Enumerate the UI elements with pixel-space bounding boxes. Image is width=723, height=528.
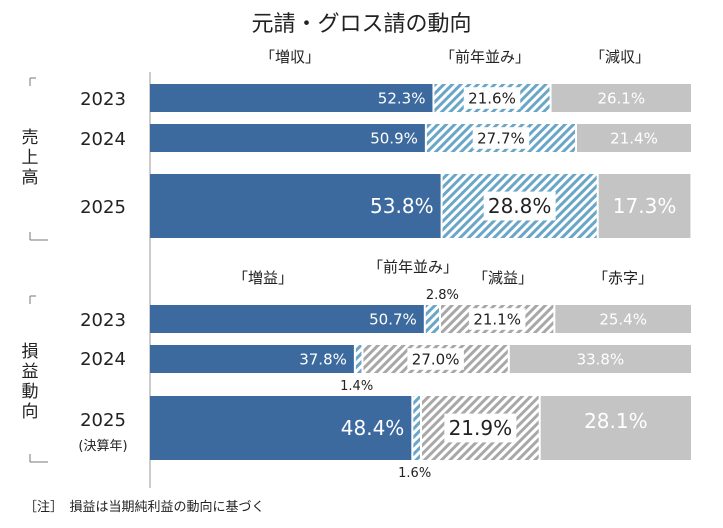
bar-0-2023-0 (150, 84, 433, 112)
bar-1-2025-0 (150, 396, 412, 460)
category-label-損益動向-2024: 2024 (80, 349, 126, 370)
category-label-損益動向-2025: 2025 (80, 410, 126, 431)
data-label-1-2024-1: 1.4% (340, 379, 373, 394)
series-name-0-1: 「前年並み」 (440, 48, 530, 66)
data-label-0-2023-0: 52.3% (378, 89, 426, 107)
data-label-0-2025-0: 53.8% (370, 194, 434, 218)
data-label-bg-0-2023-1 (463, 87, 521, 109)
bar-1-2023-0 (150, 305, 424, 333)
group-label-sales: 売上高 (21, 128, 39, 188)
bar-1-2024-1 (355, 345, 362, 373)
data-label-bg-1-2023-2 (468, 308, 526, 330)
data-label-1-2023-1: 2.8% (426, 288, 459, 303)
bracket-sales-bottom (29, 232, 48, 241)
series-name-1-2: 「減益」 (473, 269, 533, 287)
footnote: ［注］ 損益は当期純利益の動向に基づく (24, 500, 265, 515)
bracket-profit-top (29, 295, 36, 304)
bar-1-2023-3 (555, 305, 691, 333)
data-label-1-2023-3: 25.4% (599, 310, 647, 328)
data-label-bg-0-2024-1 (472, 127, 530, 149)
bar-1-2025-3 (540, 396, 691, 460)
data-label-0-2023-1: 21.6% (468, 89, 516, 107)
data-label-1-2023-2: 21.1% (473, 310, 521, 328)
bracket-profit-bottom (29, 454, 48, 463)
data-label-0-2024-0: 50.9% (370, 129, 418, 147)
group-label-profit: 損益動向 (21, 342, 39, 422)
bar-0-2024-0 (150, 124, 425, 152)
data-label-1-2025-3: 28.1% (584, 409, 648, 433)
data-label-0-2024-2: 21.4% (610, 129, 658, 147)
bar-0-2025-0 (150, 174, 441, 238)
data-label-bg-1-2024-2 (407, 348, 464, 370)
series-name-0-0: 「増収」 (260, 48, 320, 66)
data-label-1-2024-3: 33.8% (577, 350, 625, 368)
bar-0-2025-2 (598, 174, 691, 238)
category-sublabel: (決算年) (78, 439, 127, 454)
bar-1-2023-1 (425, 305, 439, 333)
chart-title: 元請・グロス請の動向 (251, 12, 472, 37)
data-label-1-2025-2: 21.9% (449, 416, 513, 440)
category-label-売上高-2025: 2025 (80, 197, 126, 218)
data-label-bg-0-2025-1 (483, 191, 556, 221)
data-label-1-2024-0: 37.8% (299, 350, 347, 368)
category-label-売上高-2024: 2024 (80, 129, 126, 150)
series-name-1-1: 「前年並み」 (368, 258, 458, 276)
data-label-0-2023-2: 26.1% (597, 89, 645, 107)
series-name-0-2: 「減収」 (590, 48, 650, 66)
bar-1-2024-3 (509, 345, 691, 373)
data-label-bg-1-2025-2 (444, 413, 517, 443)
bar-0-2023-2 (551, 84, 691, 112)
data-label-1-2025-1: 1.6% (398, 466, 431, 481)
data-label-1-2025-0: 48.4% (341, 416, 405, 440)
data-label-0-2025-1: 28.8% (488, 194, 552, 218)
data-label-1-2023-0: 50.7% (369, 310, 417, 328)
category-label-売上高-2023: 2023 (80, 89, 126, 110)
series-name-1-0: 「増益」 (233, 269, 293, 287)
bar-1-2024-0 (150, 345, 354, 373)
category-label-損益動向-2023: 2023 (80, 310, 126, 331)
bar-1-2025-1 (413, 396, 420, 460)
data-label-0-2025-2: 17.3% (613, 194, 677, 218)
bar-0-2024-2 (577, 124, 691, 152)
bracket-sales-top (29, 77, 36, 86)
data-label-0-2024-1: 27.7% (477, 129, 525, 147)
series-name-1-3: 「赤字」 (593, 269, 653, 287)
data-label-1-2024-2: 27.0% (412, 350, 460, 368)
